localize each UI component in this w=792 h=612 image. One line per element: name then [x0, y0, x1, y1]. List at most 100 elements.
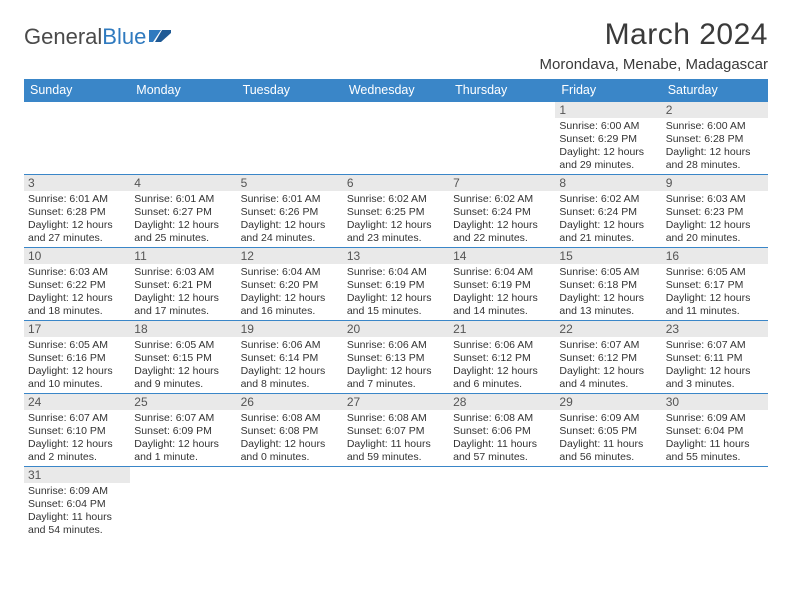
calendar-cell	[237, 467, 343, 540]
brand-logo: GeneralBlue	[24, 18, 171, 50]
day-line-d2: and 56 minutes.	[559, 451, 657, 464]
day-line-ss: Sunset: 6:19 PM	[453, 279, 551, 292]
day-details: Sunrise: 6:04 AMSunset: 6:20 PMDaylight:…	[237, 264, 343, 320]
day-line-ss: Sunset: 6:12 PM	[559, 352, 657, 365]
day-line-ss: Sunset: 6:06 PM	[453, 425, 551, 438]
day-line-ss: Sunset: 6:04 PM	[666, 425, 764, 438]
day-line-d1: Daylight: 12 hours	[134, 365, 232, 378]
day-line-sr: Sunrise: 6:08 AM	[347, 412, 445, 425]
calendar-cell: 24Sunrise: 6:07 AMSunset: 6:10 PMDayligh…	[24, 394, 130, 467]
day-number: 2	[662, 102, 768, 118]
day-details: Sunrise: 6:06 AMSunset: 6:12 PMDaylight:…	[449, 337, 555, 393]
day-number: 10	[24, 248, 130, 264]
day-line-d1: Daylight: 12 hours	[134, 219, 232, 232]
day-details: Sunrise: 6:01 AMSunset: 6:26 PMDaylight:…	[237, 191, 343, 247]
calendar-cell: 8Sunrise: 6:02 AMSunset: 6:24 PMDaylight…	[555, 175, 661, 248]
dow-header: Thursday	[449, 79, 555, 102]
day-details: Sunrise: 6:04 AMSunset: 6:19 PMDaylight:…	[449, 264, 555, 320]
day-line-d1: Daylight: 12 hours	[28, 219, 126, 232]
calendar-cell: 22Sunrise: 6:07 AMSunset: 6:12 PMDayligh…	[555, 321, 661, 394]
day-details: Sunrise: 6:09 AMSunset: 6:04 PMDaylight:…	[24, 483, 130, 539]
day-line-d2: and 54 minutes.	[28, 524, 126, 537]
calendar-cell: 13Sunrise: 6:04 AMSunset: 6:19 PMDayligh…	[343, 248, 449, 321]
calendar-cell	[130, 102, 236, 175]
day-number: 28	[449, 394, 555, 410]
day-line-d1: Daylight: 12 hours	[666, 292, 764, 305]
day-line-sr: Sunrise: 6:05 AM	[559, 266, 657, 279]
day-line-ss: Sunset: 6:27 PM	[134, 206, 232, 219]
calendar-cell: 9Sunrise: 6:03 AMSunset: 6:23 PMDaylight…	[662, 175, 768, 248]
day-line-ss: Sunset: 6:20 PM	[241, 279, 339, 292]
dow-header: Saturday	[662, 79, 768, 102]
day-line-d1: Daylight: 12 hours	[134, 292, 232, 305]
calendar-table: SundayMondayTuesdayWednesdayThursdayFrid…	[24, 79, 768, 539]
calendar-cell: 27Sunrise: 6:08 AMSunset: 6:07 PMDayligh…	[343, 394, 449, 467]
day-details: Sunrise: 6:05 AMSunset: 6:17 PMDaylight:…	[662, 264, 768, 320]
day-line-d2: and 17 minutes.	[134, 305, 232, 318]
day-line-d2: and 2 minutes.	[28, 451, 126, 464]
day-number: 25	[130, 394, 236, 410]
day-line-d1: Daylight: 11 hours	[453, 438, 551, 451]
calendar-cell: 12Sunrise: 6:04 AMSunset: 6:20 PMDayligh…	[237, 248, 343, 321]
day-details: Sunrise: 6:02 AMSunset: 6:24 PMDaylight:…	[555, 191, 661, 247]
day-line-d2: and 16 minutes.	[241, 305, 339, 318]
day-number: 12	[237, 248, 343, 264]
day-line-d2: and 23 minutes.	[347, 232, 445, 245]
logo-flag-icon	[149, 22, 171, 48]
day-line-sr: Sunrise: 6:06 AM	[347, 339, 445, 352]
day-details: Sunrise: 6:06 AMSunset: 6:13 PMDaylight:…	[343, 337, 449, 393]
day-line-d2: and 27 minutes.	[28, 232, 126, 245]
day-line-sr: Sunrise: 6:09 AM	[559, 412, 657, 425]
calendar-cell: 23Sunrise: 6:07 AMSunset: 6:11 PMDayligh…	[662, 321, 768, 394]
day-line-ss: Sunset: 6:10 PM	[28, 425, 126, 438]
day-details: Sunrise: 6:08 AMSunset: 6:07 PMDaylight:…	[343, 410, 449, 466]
dow-header: Friday	[555, 79, 661, 102]
day-line-ss: Sunset: 6:09 PM	[134, 425, 232, 438]
day-number: 7	[449, 175, 555, 191]
day-line-ss: Sunset: 6:13 PM	[347, 352, 445, 365]
dow-header: Tuesday	[237, 79, 343, 102]
day-details: Sunrise: 6:03 AMSunset: 6:21 PMDaylight:…	[130, 264, 236, 320]
day-line-d1: Daylight: 12 hours	[666, 365, 764, 378]
day-line-ss: Sunset: 6:23 PM	[666, 206, 764, 219]
day-details: Sunrise: 6:06 AMSunset: 6:14 PMDaylight:…	[237, 337, 343, 393]
day-line-d2: and 4 minutes.	[559, 378, 657, 391]
day-line-sr: Sunrise: 6:09 AM	[28, 485, 126, 498]
brand-part1: General	[24, 24, 102, 50]
day-line-ss: Sunset: 6:15 PM	[134, 352, 232, 365]
day-line-sr: Sunrise: 6:01 AM	[241, 193, 339, 206]
day-line-d2: and 3 minutes.	[666, 378, 764, 391]
day-line-sr: Sunrise: 6:03 AM	[666, 193, 764, 206]
calendar-cell: 10Sunrise: 6:03 AMSunset: 6:22 PMDayligh…	[24, 248, 130, 321]
day-line-ss: Sunset: 6:19 PM	[347, 279, 445, 292]
day-details: Sunrise: 6:00 AMSunset: 6:29 PMDaylight:…	[555, 118, 661, 174]
day-number: 22	[555, 321, 661, 337]
calendar-cell: 3Sunrise: 6:01 AMSunset: 6:28 PMDaylight…	[24, 175, 130, 248]
calendar-cell	[343, 467, 449, 540]
day-line-d2: and 15 minutes.	[347, 305, 445, 318]
calendar-cell	[662, 467, 768, 540]
day-line-d1: Daylight: 12 hours	[559, 219, 657, 232]
calendar-cell: 16Sunrise: 6:05 AMSunset: 6:17 PMDayligh…	[662, 248, 768, 321]
day-line-ss: Sunset: 6:17 PM	[666, 279, 764, 292]
calendar-cell	[449, 467, 555, 540]
day-line-d1: Daylight: 12 hours	[559, 292, 657, 305]
calendar-cell	[555, 467, 661, 540]
day-line-d1: Daylight: 11 hours	[347, 438, 445, 451]
day-line-sr: Sunrise: 6:09 AM	[666, 412, 764, 425]
day-line-sr: Sunrise: 6:05 AM	[28, 339, 126, 352]
calendar-cell	[130, 467, 236, 540]
day-line-d2: and 55 minutes.	[666, 451, 764, 464]
day-details: Sunrise: 6:09 AMSunset: 6:05 PMDaylight:…	[555, 410, 661, 466]
day-line-d1: Daylight: 12 hours	[28, 438, 126, 451]
calendar-cell: 2Sunrise: 6:00 AMSunset: 6:28 PMDaylight…	[662, 102, 768, 175]
day-line-d1: Daylight: 12 hours	[453, 219, 551, 232]
day-number: 30	[662, 394, 768, 410]
day-number: 26	[237, 394, 343, 410]
day-details: Sunrise: 6:05 AMSunset: 6:16 PMDaylight:…	[24, 337, 130, 393]
day-line-sr: Sunrise: 6:04 AM	[347, 266, 445, 279]
day-line-d2: and 11 minutes.	[666, 305, 764, 318]
calendar-cell	[343, 102, 449, 175]
day-line-sr: Sunrise: 6:04 AM	[453, 266, 551, 279]
day-line-sr: Sunrise: 6:07 AM	[134, 412, 232, 425]
